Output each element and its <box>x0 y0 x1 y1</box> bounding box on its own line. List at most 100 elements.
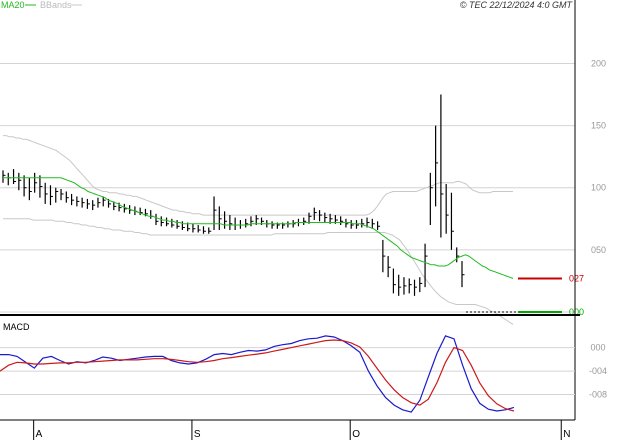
price-bar <box>155 213 159 226</box>
macd-y-axis: 000 -004 -008 <box>589 343 607 400</box>
macd-tick-label: 000 <box>590 343 605 353</box>
price-bar <box>23 175 27 197</box>
price-bar <box>113 201 117 211</box>
copyright-text: © TEC 22/12/2024 4:0 GMT <box>460 0 574 10</box>
price-bar <box>456 247 460 263</box>
price-bar <box>287 221 291 228</box>
macd-tick-label: -004 <box>589 366 607 376</box>
price-bar <box>102 196 106 207</box>
x-axis: ASOND <box>33 420 570 440</box>
macd-title: MACD <box>3 322 30 332</box>
ma20-line <box>3 177 514 279</box>
price-y-axis: 200 150 100 050 <box>591 58 606 254</box>
price-bar <box>408 278 412 294</box>
price-bar <box>424 243 428 288</box>
price-bar <box>271 221 275 229</box>
price-bar <box>176 220 180 229</box>
price-bar <box>70 193 75 206</box>
price-bar <box>55 187 59 203</box>
macd-gridlines <box>0 347 575 396</box>
price-bar <box>97 197 101 208</box>
price-bar <box>44 182 48 204</box>
price-bar <box>160 216 164 227</box>
price-bar <box>361 218 365 228</box>
price-bar <box>49 185 53 206</box>
price-bar <box>308 212 312 224</box>
marker-label: 000 <box>569 307 584 317</box>
price-bar <box>60 188 64 201</box>
price-bar <box>12 169 17 185</box>
price-tick-label: 200 <box>591 58 606 68</box>
price-tick-label: 150 <box>591 121 606 131</box>
price-bar <box>171 218 175 228</box>
price-bar <box>392 268 396 294</box>
price-bar <box>213 196 217 230</box>
price-bar <box>239 220 243 229</box>
legend-bbands: BBands <box>40 0 72 10</box>
price-bar <box>197 225 201 233</box>
price-bar <box>134 206 138 216</box>
price-bar <box>313 207 317 221</box>
price-bar <box>382 239 386 273</box>
price-tick-label: 050 <box>591 245 606 255</box>
price-bar <box>303 217 307 226</box>
price-bar <box>376 221 381 230</box>
price-bar <box>419 277 423 293</box>
price-bar <box>81 197 85 208</box>
price-bar <box>92 200 96 211</box>
price-markers: 027 000 <box>466 273 584 317</box>
price-bar <box>208 227 212 234</box>
price-bar <box>86 198 90 209</box>
price-bar <box>223 211 228 229</box>
marker-label: 027 <box>569 273 584 283</box>
price-bar <box>355 220 359 229</box>
price-bar <box>76 196 80 207</box>
price-bar <box>371 218 375 229</box>
price-bar <box>398 274 402 296</box>
legend-ma20: MA20 <box>1 0 25 10</box>
price-bar <box>218 206 222 230</box>
price-bar <box>229 215 233 230</box>
macd-signal-line <box>0 339 515 412</box>
price-bar <box>450 192 454 250</box>
month-label: S <box>194 429 201 440</box>
price-bar <box>139 207 143 216</box>
month-label: N <box>563 429 570 440</box>
price-bar <box>435 125 439 207</box>
price-bar <box>202 226 206 234</box>
price-bar <box>461 261 465 288</box>
price-bar <box>413 279 418 296</box>
price-bar <box>39 175 43 198</box>
month-label: A <box>36 429 43 440</box>
price-bar <box>181 221 185 230</box>
price-bar <box>318 210 323 222</box>
price-bar <box>250 216 254 227</box>
price-bar <box>7 172 11 186</box>
price-bar <box>403 277 407 295</box>
bollinger-lower-band <box>3 218 514 325</box>
price-bar <box>350 220 354 229</box>
price-bar <box>165 217 170 227</box>
month-label: O <box>352 429 360 440</box>
price-bar <box>292 220 296 228</box>
price-bar <box>340 216 344 226</box>
price-tick-label: 100 <box>591 183 606 193</box>
price-bar <box>65 191 69 203</box>
price-bar <box>234 217 238 230</box>
price-bar <box>18 172 22 191</box>
price-bar <box>366 217 370 228</box>
price-bar <box>345 218 349 228</box>
price-bar <box>2 170 6 183</box>
bollinger-upper-band <box>3 135 513 216</box>
macd-tick-label: -008 <box>589 390 607 400</box>
price-bar <box>192 223 196 233</box>
price-bar <box>429 172 433 226</box>
price-bar <box>28 177 32 201</box>
price-bar <box>123 203 127 213</box>
price-bar <box>387 256 391 278</box>
price-bars <box>2 94 465 296</box>
price-bar <box>34 172 38 193</box>
price-bar <box>445 184 449 234</box>
price-bar <box>150 210 154 219</box>
